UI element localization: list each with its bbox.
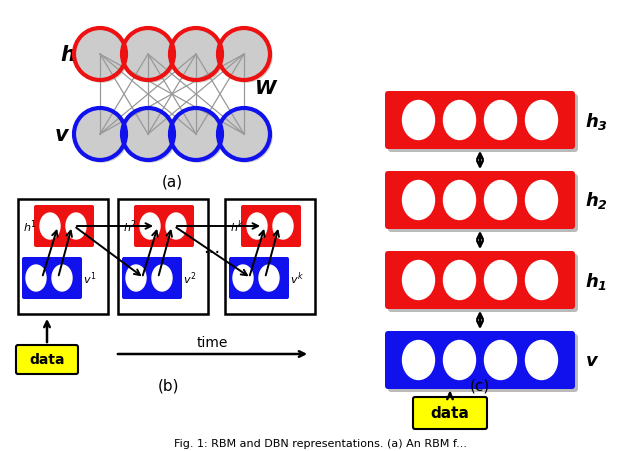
FancyBboxPatch shape	[385, 331, 575, 389]
Ellipse shape	[484, 181, 516, 220]
Bar	[225, 199, 315, 314]
Ellipse shape	[233, 265, 253, 291]
Text: (a): (a)	[161, 174, 182, 189]
Text: $v^{1}$: $v^{1}$	[83, 270, 96, 287]
Text: $\bfit{W}$: $\bfit{W}$	[254, 78, 278, 97]
FancyBboxPatch shape	[413, 397, 487, 429]
FancyBboxPatch shape	[134, 206, 194, 248]
Text: $h^{1}$: $h^{1}$	[23, 218, 37, 235]
Text: $\bfit{v}$: $\bfit{v}$	[54, 125, 70, 145]
Bar	[118, 199, 208, 314]
Ellipse shape	[52, 265, 72, 291]
FancyBboxPatch shape	[388, 334, 578, 392]
Text: $\bfit{h}$: $\bfit{h}$	[60, 45, 76, 65]
Ellipse shape	[484, 341, 516, 380]
Text: $h^{k}$: $h^{k}$	[230, 218, 244, 235]
Ellipse shape	[525, 181, 557, 220]
Text: $v^{k}$: $v^{k}$	[290, 270, 304, 287]
Text: time: time	[197, 335, 228, 349]
Text: ...: ...	[204, 239, 221, 257]
FancyBboxPatch shape	[16, 345, 78, 374]
FancyBboxPatch shape	[385, 92, 575, 150]
FancyBboxPatch shape	[385, 252, 575, 309]
Ellipse shape	[66, 213, 86, 239]
Text: $\bfit{h}_2$: $\bfit{h}_2$	[585, 190, 608, 211]
Text: $\bfit{h}_3$: $\bfit{h}_3$	[585, 110, 608, 131]
Circle shape	[124, 31, 176, 83]
Ellipse shape	[140, 213, 160, 239]
Text: $\bfit{h}_1$: $\bfit{h}_1$	[585, 270, 607, 291]
Ellipse shape	[444, 261, 476, 300]
Ellipse shape	[26, 265, 46, 291]
Ellipse shape	[273, 213, 293, 239]
Circle shape	[76, 111, 128, 163]
Circle shape	[124, 111, 176, 163]
Ellipse shape	[403, 341, 435, 380]
Ellipse shape	[166, 213, 186, 239]
FancyBboxPatch shape	[385, 172, 575, 230]
Ellipse shape	[403, 101, 435, 140]
Ellipse shape	[525, 261, 557, 300]
Circle shape	[220, 31, 272, 83]
Text: data: data	[29, 353, 65, 367]
Text: $v^{2}$: $v^{2}$	[183, 270, 196, 287]
Ellipse shape	[444, 181, 476, 220]
Ellipse shape	[40, 213, 60, 239]
Ellipse shape	[403, 181, 435, 220]
FancyBboxPatch shape	[122, 258, 182, 299]
Ellipse shape	[444, 341, 476, 380]
Circle shape	[172, 31, 224, 83]
FancyBboxPatch shape	[241, 206, 301, 248]
Ellipse shape	[444, 101, 476, 140]
Ellipse shape	[247, 213, 267, 239]
Ellipse shape	[126, 265, 146, 291]
FancyBboxPatch shape	[229, 258, 289, 299]
FancyBboxPatch shape	[34, 206, 94, 248]
Ellipse shape	[484, 261, 516, 300]
Circle shape	[220, 111, 272, 163]
Ellipse shape	[484, 101, 516, 140]
Text: (c): (c)	[470, 377, 490, 393]
Ellipse shape	[525, 101, 557, 140]
Ellipse shape	[259, 265, 279, 291]
Ellipse shape	[152, 265, 172, 291]
FancyBboxPatch shape	[22, 258, 82, 299]
Circle shape	[76, 31, 128, 83]
FancyBboxPatch shape	[388, 95, 578, 152]
Text: $h^{2}$: $h^{2}$	[123, 218, 137, 235]
Text: Fig. 1: RBM and DBN representations. (a) An RBM f...: Fig. 1: RBM and DBN representations. (a)…	[173, 438, 467, 448]
Bar	[18, 199, 108, 314]
Circle shape	[172, 111, 224, 163]
Ellipse shape	[403, 261, 435, 300]
FancyBboxPatch shape	[388, 254, 578, 312]
Text: (b): (b)	[157, 377, 179, 393]
Text: data: data	[431, 405, 469, 421]
FancyBboxPatch shape	[388, 175, 578, 232]
Ellipse shape	[525, 341, 557, 380]
Text: $\bfit{v}$: $\bfit{v}$	[585, 351, 599, 369]
